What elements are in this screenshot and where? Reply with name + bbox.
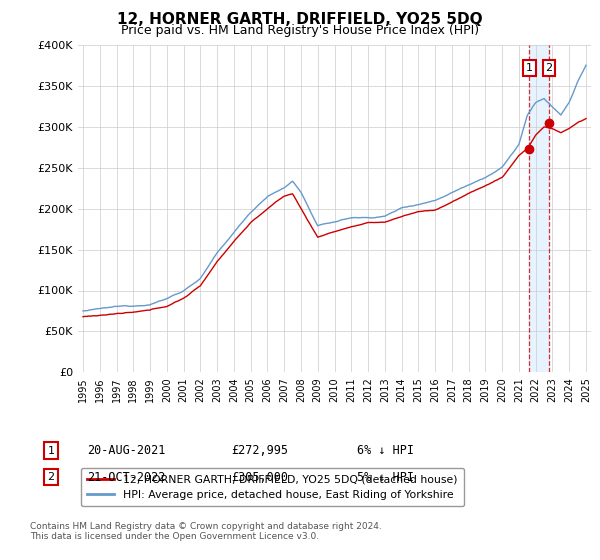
Text: £272,995: £272,995 — [231, 444, 288, 458]
Text: 2: 2 — [47, 472, 55, 482]
Text: 1: 1 — [526, 63, 533, 73]
Text: 1: 1 — [47, 446, 55, 456]
Text: 2: 2 — [545, 63, 553, 73]
Legend: 12, HORNER GARTH, DRIFFIELD, YO25 5DQ (detached house), HPI: Average price, deta: 12, HORNER GARTH, DRIFFIELD, YO25 5DQ (d… — [81, 468, 464, 506]
Text: 20-AUG-2021: 20-AUG-2021 — [87, 444, 166, 458]
Text: 21-OCT-2022: 21-OCT-2022 — [87, 470, 166, 484]
Text: Price paid vs. HM Land Registry's House Price Index (HPI): Price paid vs. HM Land Registry's House … — [121, 24, 479, 37]
Text: 12, HORNER GARTH, DRIFFIELD, YO25 5DQ: 12, HORNER GARTH, DRIFFIELD, YO25 5DQ — [117, 12, 483, 27]
Text: 6% ↓ HPI: 6% ↓ HPI — [357, 444, 414, 458]
Text: Contains HM Land Registry data © Crown copyright and database right 2024.
This d: Contains HM Land Registry data © Crown c… — [30, 522, 382, 542]
Text: 5% ↓ HPI: 5% ↓ HPI — [357, 470, 414, 484]
Text: £305,000: £305,000 — [231, 470, 288, 484]
Bar — [529, 45, 549, 372]
